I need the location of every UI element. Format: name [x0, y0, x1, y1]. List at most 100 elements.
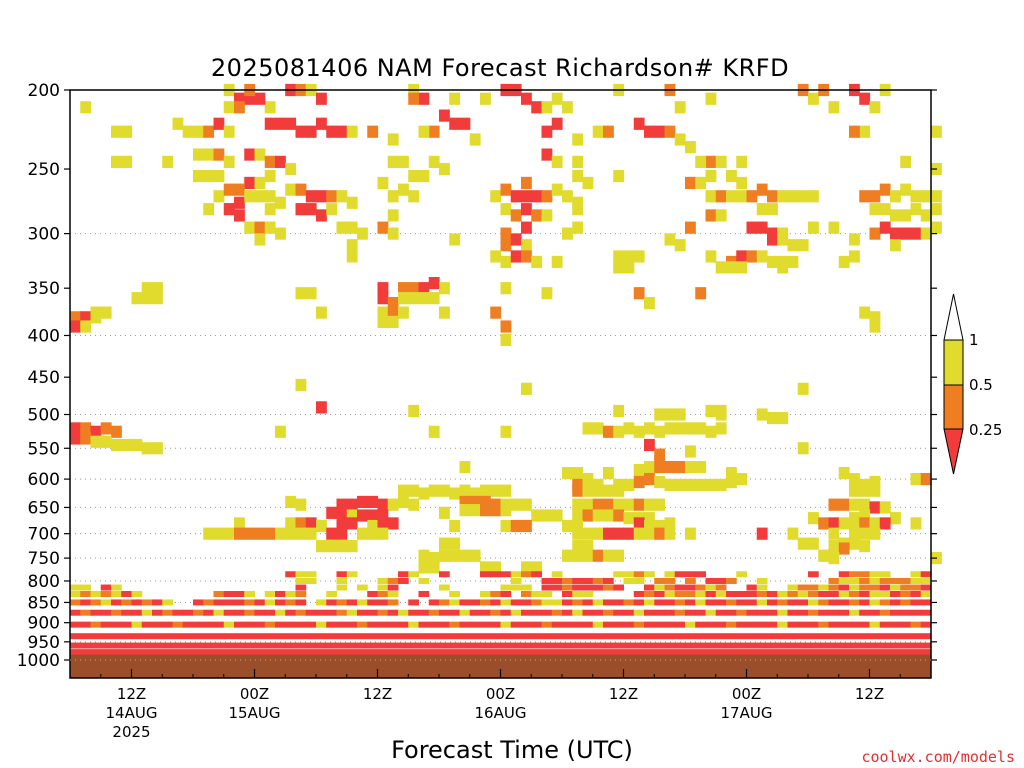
heatmap-cell: [111, 425, 122, 438]
heatmap-cell: [428, 484, 440, 497]
heatmap-cell: [418, 591, 430, 598]
heatmap-cell: [613, 169, 625, 183]
heatmap-cell: [633, 599, 645, 606]
heatmap-cell: [582, 599, 594, 606]
heatmap-cell: [439, 162, 450, 176]
heatmap-cell: [295, 125, 307, 138]
heatmap-cell: [80, 621, 91, 628]
heatmap-cell: [500, 484, 512, 497]
chart-title: 2025081406 NAM Forecast Richardson# KRFD: [211, 54, 789, 82]
heatmap-cell: [920, 571, 932, 578]
heatmap-cell: [674, 599, 686, 606]
heatmap-cell: [695, 287, 707, 300]
heatmap-cell: [111, 599, 122, 606]
heatmap-cell: [674, 133, 686, 146]
heatmap-cell: [613, 509, 625, 522]
heatmap-cell: [439, 584, 450, 591]
heatmap-cell: [305, 203, 317, 216]
heatmap-cell: [623, 609, 635, 616]
heatmap-cell: [541, 577, 553, 584]
heatmap-cell: [726, 621, 737, 628]
heatmap-cell: [603, 467, 614, 480]
heatmap-cell: [254, 233, 266, 246]
heatmap-cell: [756, 250, 768, 263]
y-axis: 200 250 300 350 400 450 500 550 600 650 700 750 8008…: [17, 81, 937, 671]
heatmap-cell: [828, 552, 840, 565]
heatmap-cell: [715, 155, 727, 168]
heatmap-cell: [756, 221, 768, 234]
heatmap-cell: [367, 527, 379, 540]
heatmap-cell: [428, 125, 440, 138]
heatmap-cell: [695, 571, 706, 578]
heatmap-cell: [182, 621, 194, 628]
heatmap-cell: [480, 591, 491, 598]
heatmap-cell: [305, 621, 317, 628]
heatmap-cell: [367, 591, 378, 598]
heatmap-cell: [521, 221, 532, 234]
heatmap-cell: [500, 203, 512, 216]
heatmap-cell: [521, 519, 532, 533]
heatmap-cell: [900, 609, 911, 616]
heatmap-cell: [152, 442, 163, 455]
credit-link[interactable]: coolwx.com/models: [861, 748, 1015, 766]
heatmap-cell: [541, 148, 553, 161]
heatmap-cell: [572, 519, 584, 533]
heatmap-cell: [428, 277, 440, 290]
heatmap-cell: [869, 311, 881, 324]
heatmap-cell: [111, 584, 122, 591]
heatmap-cell: [664, 422, 676, 435]
heatmap-cell: [531, 101, 543, 114]
heatmap-cell: [346, 250, 358, 263]
heatmap-cell: [767, 233, 778, 246]
heatmap-cell: [613, 599, 624, 606]
heatmap-cell: [285, 183, 297, 196]
heatmap-cell: [849, 599, 860, 606]
heatmap-cell: [869, 609, 881, 616]
heatmap-cell: [674, 591, 686, 598]
heatmap-cell: [859, 190, 871, 203]
heatmap-cell: [408, 621, 419, 628]
heatmap-cell: [582, 540, 594, 553]
heatmap-cell: [879, 599, 891, 606]
heatmap-cell: [705, 404, 717, 418]
heatmap-cell: [500, 227, 512, 240]
heatmap-cell: [531, 509, 543, 522]
heatmap-cell: [879, 203, 891, 216]
heatmap-cell: [541, 287, 553, 300]
heatmap-cell: [838, 571, 850, 578]
heatmap-cell: [264, 527, 276, 540]
heatmap-cell: [387, 315, 399, 329]
heatmap-cell: [254, 609, 266, 616]
heatmap-cell: [715, 584, 727, 591]
heatmap-cell: [572, 509, 584, 522]
heatmap-cell: [346, 599, 358, 606]
heatmap-cell: [480, 621, 491, 628]
heatmap-cell: [633, 527, 645, 540]
heatmap-cell: [326, 203, 338, 216]
heatmap-cell: [521, 498, 532, 511]
heatmap-cell: [387, 133, 399, 146]
heatmap-cell: [572, 591, 583, 598]
heatmap-cell: [336, 125, 348, 138]
heatmap-cell: [80, 432, 92, 445]
heatmap-cell: [603, 527, 614, 540]
heatmap-cell: [531, 591, 542, 598]
heatmap-cell: [387, 227, 399, 240]
x-tick-label: 12Z: [117, 685, 146, 703]
heatmap-cell: [572, 549, 584, 562]
heatmap-cell: [531, 209, 543, 222]
heatmap-cell: [213, 527, 225, 540]
heatmap-cell: [387, 577, 399, 584]
heatmap-cell: [726, 261, 737, 274]
heatmap-cell: [920, 472, 932, 486]
heatmap-cell: [408, 571, 419, 578]
y-tick-label: 950: [28, 633, 60, 653]
heatmap-cell: [223, 203, 235, 216]
heatmap-cell: [551, 571, 563, 578]
heatmap-cell: [100, 306, 112, 319]
heatmap-cell: [428, 561, 440, 574]
heatmap-cell: [131, 599, 143, 606]
heatmap-cell: [357, 584, 368, 591]
heatmap-cell: [920, 599, 932, 606]
heatmap-cell: [377, 584, 389, 591]
